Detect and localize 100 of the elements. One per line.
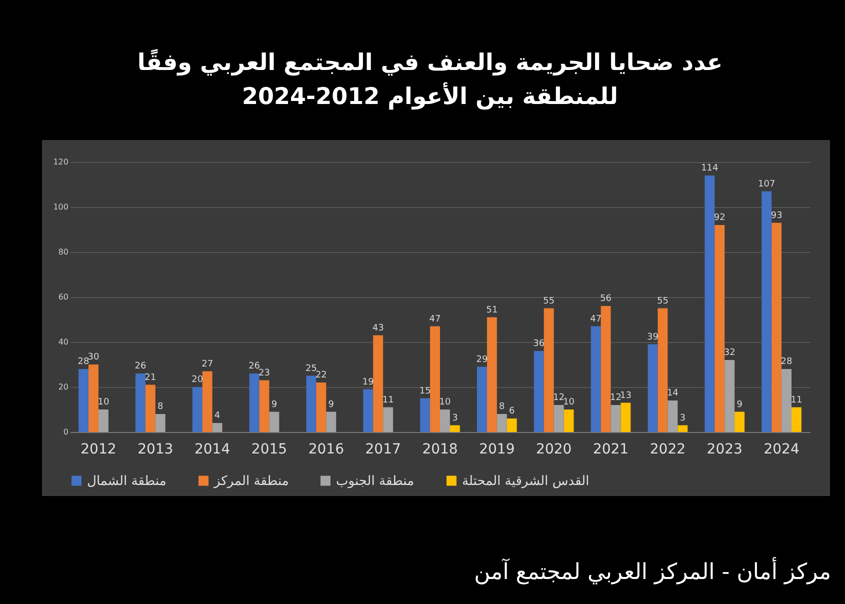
bar [496,414,507,432]
bar [430,326,440,432]
chart-title: عدد ضحايا الجريمة والعنف في المجتمع العربي وفقًا للمنطقة بين الأعوام 2012-2024 [136,48,724,112]
data-label: 56 [600,294,612,304]
bar [772,222,782,432]
bar [88,364,98,432]
data-label: 15 [419,386,431,396]
bar [734,412,745,432]
data-label: 13 [620,390,632,401]
data-label: 25 [305,364,317,374]
data-label: 27 [202,359,214,370]
bar [316,382,326,432]
bar [306,376,316,432]
bar [678,425,688,432]
bar [600,306,611,432]
bar [648,344,658,432]
bar [440,410,450,432]
data-label: 23 [258,368,270,378]
data-label: 47 [590,314,602,324]
y-tick-label: 40 [58,338,68,346]
x-tick-label: 2018 [422,442,458,458]
bar [269,412,280,432]
legend-label: القدس الشرقية المحتلة [462,474,590,489]
bar [668,400,678,432]
data-label: 28 [78,357,90,367]
data-label: 10 [563,398,575,408]
bar [590,326,601,432]
bar [534,351,544,432]
data-label: 93 [770,210,782,221]
bar [259,380,270,432]
y-tick-label: 0 [63,428,68,436]
data-label: 4 [214,411,220,421]
x-tick-label: 2019 [479,442,515,458]
y-tick-label: 120 [53,158,68,166]
data-label: 11 [790,395,802,406]
bar [420,398,430,432]
bar [620,402,631,432]
bar [782,369,792,432]
x-tick-label: 2015 [251,442,288,458]
bar [610,405,621,432]
data-label: 9 [328,400,334,410]
data-label: 92 [714,213,726,223]
bar [155,414,166,432]
bar [383,407,394,432]
legend-label: منطقة الشمال [87,474,166,489]
data-label: 114 [701,164,719,174]
bar [704,176,715,432]
x-tick-label: 2012 [80,442,116,458]
bar [98,410,108,432]
data-label: 55 [543,296,555,306]
x-tick-label: 2024 [764,442,800,458]
x-tick-label: 2022 [650,442,686,458]
y-tick-label: 20 [58,382,68,392]
data-label: 9 [736,400,743,410]
data-label: 32 [724,348,736,358]
x-tick-label: 2021 [592,442,629,458]
bar [658,308,668,432]
x-tick-label: 2016 [308,442,344,458]
data-label: 55 [656,296,668,306]
bar [450,425,460,432]
data-label: 22 [315,370,327,380]
bar [506,418,517,432]
bar [724,360,735,432]
y-tick-label: 80 [58,248,68,256]
data-label: 26 [134,362,146,372]
data-label: 12 [610,393,622,403]
data-label: 29 [476,354,488,365]
data-label: 12 [553,393,565,403]
data-label: 14 [666,388,679,398]
bar [564,410,574,432]
data-label: 47 [429,314,441,324]
bar [135,374,146,432]
bar [554,405,564,432]
data-label: 26 [248,362,260,372]
bar [249,374,260,432]
data-label: 20 [192,375,204,385]
data-label: 6 [509,406,515,416]
bar [792,407,802,432]
data-label: 107 [758,179,776,190]
data-label: 3 [452,413,458,424]
y-tick-label: 100 [53,202,68,212]
data-label: 30 [88,352,100,362]
bar [486,317,497,432]
x-tick-label: 2020 [536,442,572,458]
x-tick-label: 2023 [706,442,742,458]
bar [714,225,725,432]
data-label: 43 [372,323,384,334]
bar [326,412,336,432]
x-tick-label: 2014 [194,442,230,458]
bar [202,371,212,432]
x-tick-label: 2013 [138,442,174,458]
bar [192,387,202,432]
bar [363,389,374,432]
data-label: 8 [158,402,164,412]
bar [78,369,88,432]
bar [373,335,384,432]
bar [762,191,772,432]
bar [212,423,222,432]
data-label: 8 [499,402,506,412]
bar [477,366,487,432]
